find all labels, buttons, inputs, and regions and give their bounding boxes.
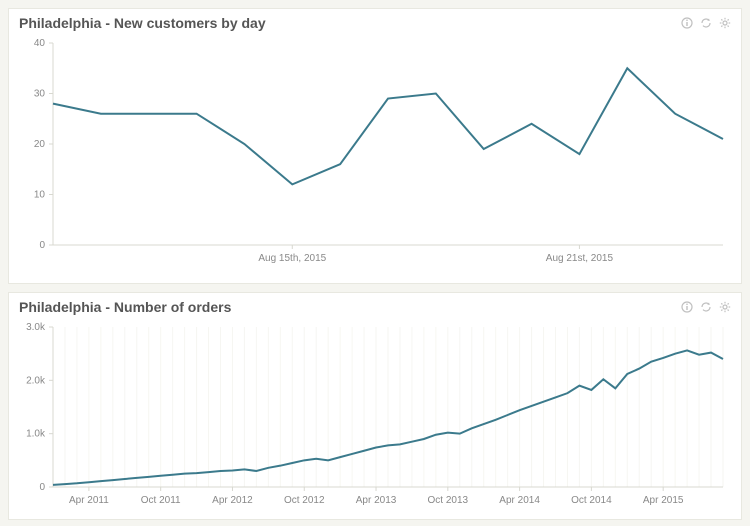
- svg-text:Apr 2013: Apr 2013: [356, 495, 397, 506]
- panel-title: Philadelphia - New customers by day: [19, 15, 266, 31]
- info-icon[interactable]: [680, 17, 693, 30]
- chart-area-customers: 0 10 20 30 40 Aug 15th, 2015 Aug 21st, 2015: [9, 35, 741, 283]
- svg-text:0: 0: [39, 240, 45, 251]
- panel-header: Philadelphia - Number of orders: [9, 293, 741, 319]
- panel-title: Philadelphia - Number of orders: [19, 299, 231, 315]
- gear-icon[interactable]: [718, 17, 731, 30]
- svg-text:10: 10: [34, 190, 46, 201]
- svg-text:Oct 2011: Oct 2011: [141, 495, 181, 506]
- svg-text:40: 40: [34, 38, 46, 49]
- chart-panel-customers: Philadelphia - New customers by day 0 10 2…: [8, 8, 742, 284]
- svg-text:Oct 2012: Oct 2012: [284, 495, 325, 506]
- svg-text:Aug 21st, 2015: Aug 21st, 2015: [546, 253, 614, 264]
- line-chart-orders: 0 1.0k 2.0k 3.0k Apr 2011 Oct 2011 Apr 2012 Oct…: [9, 319, 737, 519]
- svg-text:1.0k: 1.0k: [26, 429, 46, 440]
- info-icon[interactable]: [680, 301, 693, 314]
- panel-header: Philadelphia - New customers by day: [9, 9, 741, 35]
- svg-text:Oct 2013: Oct 2013: [428, 495, 469, 506]
- svg-text:Apr 2015: Apr 2015: [643, 495, 684, 506]
- svg-text:Oct 2014: Oct 2014: [571, 495, 612, 506]
- svg-text:3.0k: 3.0k: [26, 322, 46, 333]
- refresh-icon[interactable]: [699, 17, 712, 30]
- svg-text:30: 30: [34, 89, 46, 100]
- panel-icon-group: [680, 301, 731, 314]
- chart-area-orders: 0 1.0k 2.0k 3.0k Apr 2011 Oct 2011 Apr 2012 Oct…: [9, 319, 741, 519]
- svg-text:Aug 15th, 2015: Aug 15th, 2015: [258, 253, 326, 264]
- refresh-icon[interactable]: [699, 301, 712, 314]
- svg-text:Apr 2011: Apr 2011: [69, 495, 109, 506]
- svg-text:Apr 2014: Apr 2014: [499, 495, 540, 506]
- line-chart-customers: 0 10 20 30 40 Aug 15th, 2015 Aug 21st, 2015: [9, 35, 737, 283]
- gear-icon[interactable]: [718, 301, 731, 314]
- svg-text:Apr 2012: Apr 2012: [212, 495, 253, 506]
- svg-text:0: 0: [39, 482, 45, 493]
- svg-text:2.0k: 2.0k: [26, 375, 46, 386]
- chart-panel-orders: Philadelphia - Number of orders 0 1.0k 2.0…: [8, 292, 742, 520]
- svg-text:20: 20: [34, 139, 46, 150]
- panel-icon-group: [680, 17, 731, 30]
